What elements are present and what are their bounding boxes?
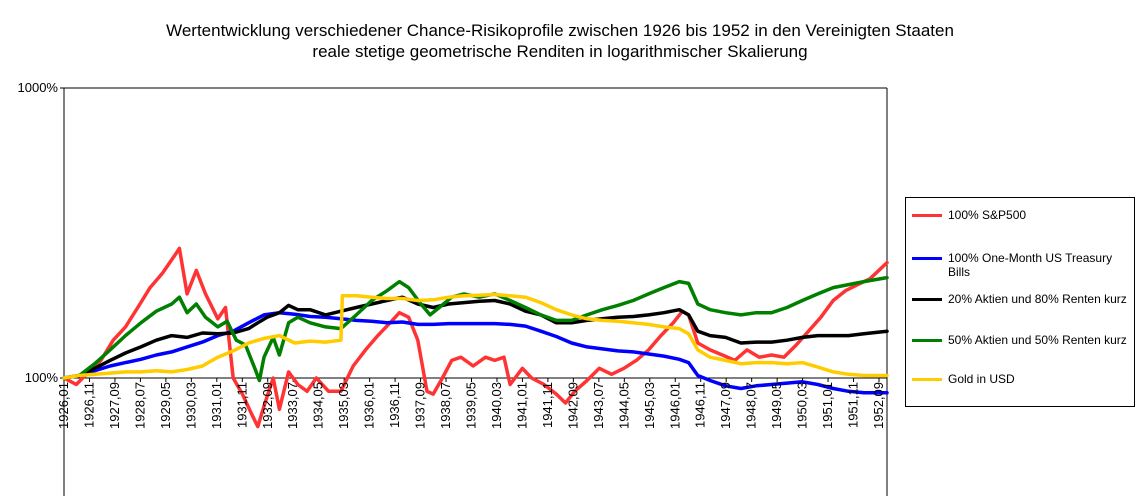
x-tick-label: 1951,01 <box>820 382 835 429</box>
x-tick-label: 1938,07 <box>438 382 453 429</box>
x-tick-label: 1932,09 <box>260 382 275 429</box>
legend-label-treasury: 100% One-Month US Treasury Bills <box>948 251 1113 279</box>
x-tick-label: 1951,11 <box>846 382 861 428</box>
series-line-sp500 <box>62 246 889 429</box>
x-tick-label: 1940,03 <box>489 382 504 429</box>
x-tick-label: 1939,05 <box>464 382 479 429</box>
legend: 100% S&P500 100% One-Month US Treasury B… <box>905 197 1135 407</box>
x-tick-label: 1936,01 <box>362 382 377 429</box>
x-tick-label: 1931,11 <box>234 382 249 428</box>
x-tick-label: 1946,11 <box>693 382 708 428</box>
x-tick-label: 1941,01 <box>514 382 529 429</box>
chart-title-line2: reale stetige geometrische Renditen in l… <box>312 42 808 61</box>
x-tick-label: 1949,05 <box>769 382 784 429</box>
x-tick-label: 1928,07 <box>132 382 147 429</box>
x-tick-label: 1926,01 <box>56 382 71 429</box>
legend-label-50-50: 50% Aktien und 50% Renten kurz <box>948 333 1127 347</box>
x-tick-label: 1927,09 <box>107 382 122 429</box>
x-tick-label: 1952,09 <box>871 382 886 429</box>
x-tick-label: 1926,11 <box>81 382 96 428</box>
y-tick-label: 100% <box>25 370 59 385</box>
legend-swatch-gold <box>912 378 942 381</box>
x-tick-label: 1946,01 <box>667 382 682 429</box>
series-line-20-80 <box>62 295 889 380</box>
chart-title: Wertentwicklung verschiedener Chance-Ris… <box>60 20 1060 62</box>
x-tick-label: 1931,01 <box>209 382 224 429</box>
x-tick-label: 1935,03 <box>336 382 351 429</box>
x-tick-label: 1944,05 <box>616 382 631 429</box>
legend-label-gold: Gold in USD <box>948 372 1015 386</box>
y-tick-label: 1000% <box>18 80 59 95</box>
x-tick-label: 1930,03 <box>183 382 198 429</box>
x-tick-label: 1933,07 <box>285 382 300 429</box>
legend-swatch-treasury <box>912 257 942 260</box>
x-tick-label: 1950,03 <box>795 382 810 429</box>
x-axis-tick-labels: 1926,01 1926,11 1927,09 1928,07 1929,05 1930,… <box>56 382 886 429</box>
x-tick-label: 1948,07 <box>744 382 759 429</box>
x-tick-label: 1936,11 <box>387 382 402 428</box>
x-tick-label: 1947,09 <box>718 382 733 429</box>
legend-swatch-20-80 <box>912 298 942 301</box>
y-axis-ticks: 100% 1000% <box>18 80 64 385</box>
x-tick-label: 1941,11 <box>540 382 555 428</box>
x-axis-ticks <box>63 378 880 382</box>
series-line-gold <box>62 292 889 380</box>
x-tick-label: 1942,09 <box>565 382 580 429</box>
x-tick-label: 1945,03 <box>642 382 657 429</box>
legend-swatch-sp500 <box>912 214 942 217</box>
series-line-treasury-bills <box>62 310 889 395</box>
x-tick-label: 1934,05 <box>311 382 326 429</box>
legend-swatch-50-50 <box>912 339 942 342</box>
x-tick-label: 1929,05 <box>158 382 173 429</box>
series-line-50-50 <box>62 275 889 383</box>
x-tick-label: 1937,09 <box>413 382 428 429</box>
legend-label-sp500: 100% S&P500 <box>948 208 1027 222</box>
series-lines <box>62 246 889 429</box>
x-tick-label: 1943,07 <box>591 382 606 429</box>
legend-label-20-80: 20% Aktien und 80% Renten kurz <box>948 292 1127 306</box>
chart-title-line1: Wertentwicklung verschiedener Chance-Ris… <box>166 21 954 40</box>
